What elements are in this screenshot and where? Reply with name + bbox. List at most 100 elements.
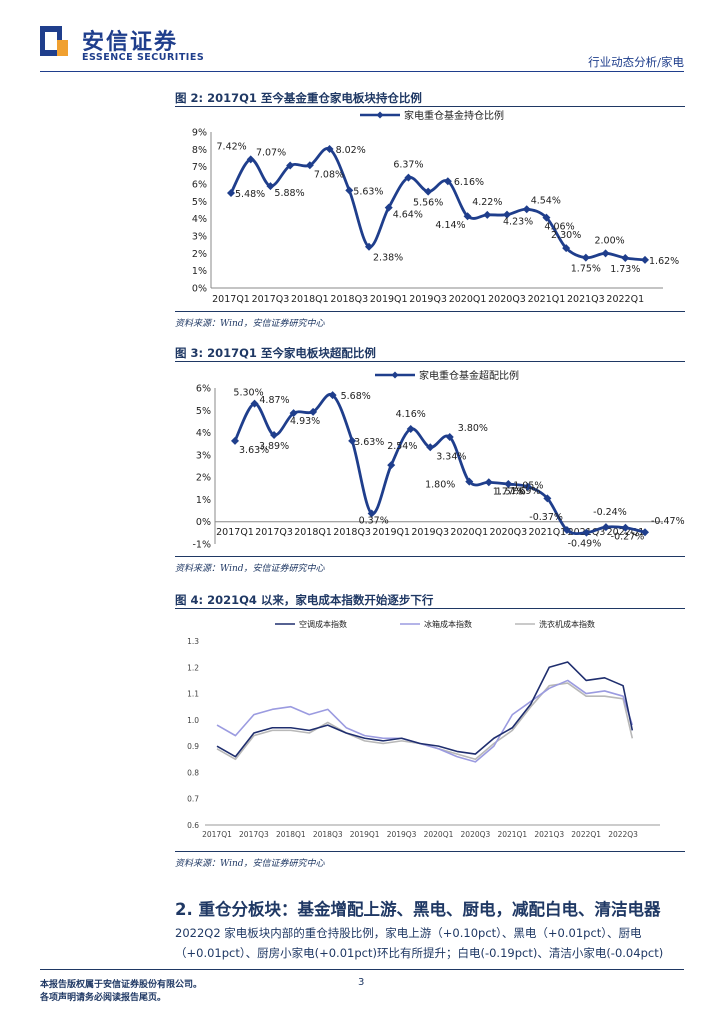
section-paragraph-line-1: 2022Q2 家电板块内部的重仓持股比例，家电上游（+0.10pct）、黑电（+… <box>175 926 642 940</box>
fig2-data-point <box>621 254 630 263</box>
fig4-y-tick-label: 0.6 <box>187 821 199 830</box>
fig4-x-tick-label: 2021Q3 <box>534 830 564 839</box>
fig2-y-tick-label: 8% <box>192 145 207 156</box>
fig2-data-label: 4.54% <box>531 195 561 206</box>
fig3-data-point <box>367 509 376 518</box>
fig3-data-point <box>231 436 239 445</box>
fig2-data-point <box>562 244 571 253</box>
fig3-x-tick-label: 2019Q1 <box>372 527 410 538</box>
fig2-data-label: 6.37% <box>393 160 423 171</box>
fig3-y-tick-label: 6% <box>196 384 211 395</box>
fig2-data-label: 2.30% <box>551 230 581 241</box>
section-heading: 2. 重仓分板块：基金增配上游、黑电、厨电，减配白电、清洁电器 <box>175 900 661 919</box>
figure-3-top-rule <box>175 361 685 362</box>
fig2-data-point <box>483 210 492 219</box>
fig3-x-tick-label: 2017Q3 <box>255 527 293 538</box>
fig2-data-point <box>601 249 610 258</box>
fig3-y-tick-label: 0% <box>196 517 211 528</box>
fig4-series-line <box>216 661 634 758</box>
fig2-x-tick-label: 2017Q3 <box>252 294 290 305</box>
fig2-x-tick-label: 2019Q3 <box>409 294 447 305</box>
fig2-x-tick-label: 2017Q1 <box>212 294 250 305</box>
figure-2-bottom-rule <box>175 311 685 312</box>
fig3-x-tick-label: 2017Q1 <box>216 527 254 538</box>
fig3-y-tick-label: 2% <box>196 473 211 484</box>
fig3-data-label: 4.87% <box>259 395 289 406</box>
fig2-data-label: 6.16% <box>454 177 484 188</box>
page-number: 3 <box>358 977 365 988</box>
fig2-data-point <box>404 173 413 182</box>
fig2-data-point <box>325 144 334 153</box>
section-paragraph-line-2: （+0.01pct）、厨房小家电(+0.01pct)环比有所提升；白电(-0.1… <box>175 946 664 960</box>
fig2-data-label: 1.73% <box>610 264 640 275</box>
figure-2-source: 资料来源：Wind，安信证券研究中心 <box>175 319 325 329</box>
fig2-y-tick-label: 2% <box>192 249 207 260</box>
fig2-y-tick-label: 7% <box>192 162 207 173</box>
fig2-y-tick-label: 9% <box>192 128 207 139</box>
fig4-x-tick-label: 2020Q3 <box>461 830 491 839</box>
fig3-data-label: -0.24% <box>593 507 627 518</box>
fig3-data-label: 3.63% <box>354 437 384 448</box>
fig3-data-label: 0.37% <box>359 515 389 526</box>
fig4-x-tick-label: 2022Q3 <box>608 830 638 839</box>
fig2-x-tick-label: 2020Q1 <box>449 294 487 305</box>
fig2-x-tick-label: 2022Q1 <box>606 294 644 305</box>
fig2-legend-label: 家电重仓基金持仓比例 <box>404 109 504 122</box>
fig2-data-point <box>384 203 393 212</box>
fig3-data-point <box>543 494 552 503</box>
fig4-legend-label: 空调成本指数 <box>299 619 347 629</box>
fig3-data-point <box>387 461 396 470</box>
fig2-data-point <box>542 213 551 222</box>
fig4-x-tick-label: 2017Q3 <box>239 830 269 839</box>
fig3-x-tick-label: 2018Q1 <box>294 527 332 538</box>
fig3-data-point <box>601 523 610 532</box>
fig3-data-label: 2.54% <box>387 441 417 452</box>
figure-4-title: 图 4: 2021Q4 以来，家电成本指数开始逐步下行 <box>175 593 434 607</box>
fig2-y-tick-label: 3% <box>192 232 207 243</box>
fig3-data-point <box>562 525 571 534</box>
fig2-x-tick-label: 2020Q3 <box>488 294 526 305</box>
fig3-legend-label: 家电重仓基金超配比例 <box>419 369 519 382</box>
fig4-y-tick-label: 1.2 <box>187 663 199 672</box>
figure-3-chart: 家电重仓基金超配比例 -1% 0% 1% 2% 3% 4% 5% 6% 2017Q1 2017Q3 2… <box>175 363 685 555</box>
fig3-data-point <box>484 478 493 487</box>
brand-name-cn: 安信证券 <box>82 30 179 55</box>
fig3-data-label: 4.93% <box>290 416 320 427</box>
fig2-data-label: 4.64% <box>393 210 423 221</box>
fig2-data-label: 5.48% <box>235 189 265 200</box>
fig4-y-tick-label: 0.7 <box>187 795 199 804</box>
fig3-data-label: 3.89% <box>259 441 289 452</box>
fig3-data-point <box>289 409 298 418</box>
fig4-y-tick-label: 1.1 <box>187 690 199 699</box>
fig2-data-label: 7.42% <box>217 141 247 152</box>
figure-4-chart: 空调成本指数 冰箱成本指数 洗衣机成本指数 0.6 0.7 0.8 0.9 1.0 1.1 1.2… <box>175 610 685 850</box>
fig4-x-tick-label: 2022Q1 <box>571 830 601 839</box>
fig4-x-tick-label: 2018Q3 <box>313 830 343 839</box>
fig3-data-point <box>250 399 259 408</box>
fig3-data-point <box>465 477 474 486</box>
fig4-y-tick-label: 0.9 <box>187 742 199 751</box>
figure-2-chart: 家电重仓基金持仓比例 0% 1% 2% 3% 4% 5% 6% 7% 8% 9% 2017Q1 2017… <box>175 108 685 310</box>
fig2-data-point <box>443 177 452 186</box>
fig3-data-point <box>328 391 337 400</box>
fig2-y-tick-label: 4% <box>192 214 207 225</box>
figure-4-top-rule <box>175 608 685 609</box>
fig4-y-tick-label: 1.0 <box>187 716 199 725</box>
fig2-data-label: 1.62% <box>649 256 679 267</box>
fig2-data-label: 4.23% <box>503 217 533 228</box>
fig2-y-tick-label: 6% <box>192 180 207 191</box>
fig3-data-point <box>504 480 513 489</box>
fig2-data-label: 4.22% <box>472 197 502 208</box>
fig4-x-tick-label: 2018Q1 <box>276 830 306 839</box>
company-logo <box>40 26 70 56</box>
fig4-series-line <box>216 679 634 763</box>
fig3-data-point <box>406 425 415 434</box>
fig2-data-point <box>266 182 275 191</box>
fig3-y-tick-label: 3% <box>196 450 211 461</box>
fig2-data-label: 7.08% <box>314 169 344 180</box>
fig3-data-label: 3.63% <box>239 445 269 456</box>
fig3-y-tick-label: 1% <box>196 495 211 506</box>
fig2-x-tick-label: 2021Q3 <box>567 294 605 305</box>
fig4-y-tick-label: 1.3 <box>187 637 199 646</box>
fig2-y-tick-label: 0% <box>192 284 207 295</box>
